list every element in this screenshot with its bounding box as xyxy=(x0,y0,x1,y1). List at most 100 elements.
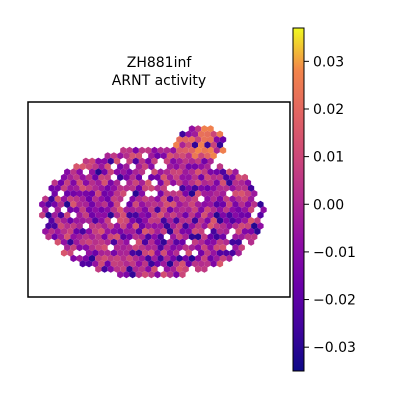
hexbin-cell xyxy=(195,200,202,208)
hexbin-cell xyxy=(154,249,161,257)
hexbin-cell xyxy=(219,179,227,187)
hexbin-cell xyxy=(48,227,55,235)
hexbin-cell xyxy=(235,238,242,246)
hexbin-cell xyxy=(198,249,205,257)
hexbin-cell xyxy=(207,200,214,208)
hexbin-cell xyxy=(210,206,217,214)
hexbin-cell xyxy=(232,168,239,176)
hexbin-cell xyxy=(179,238,186,246)
hexbin-cell xyxy=(195,265,202,273)
hexbin-cell xyxy=(145,254,152,262)
hexbin-cell xyxy=(216,227,224,235)
hexbin-cell xyxy=(198,238,205,246)
hexbin-cell xyxy=(76,222,83,230)
hexbin-cell xyxy=(107,179,114,187)
hexbin-cell xyxy=(92,195,99,203)
hexbin-cell xyxy=(210,238,217,246)
hexbin-cell xyxy=(201,222,208,230)
hexbin-cell xyxy=(107,265,114,273)
hexbin-cell xyxy=(135,238,142,246)
hexbin-cell xyxy=(173,227,180,235)
hexbin-cell xyxy=(179,184,186,192)
hexbin-cell xyxy=(216,195,224,203)
hexbin-cell xyxy=(101,254,108,262)
hexbin-cell xyxy=(135,184,142,192)
hexbin-cell xyxy=(98,249,105,257)
hexbin-cell xyxy=(160,238,167,246)
hexbin-cell xyxy=(229,184,236,192)
hexbin-cell xyxy=(132,222,139,230)
hexbin-cell xyxy=(185,217,192,225)
hexbin-cell xyxy=(107,157,114,165)
hexbin-cell xyxy=(151,233,158,241)
hexbin-cell xyxy=(166,249,174,257)
hexbin-cell xyxy=(191,227,199,235)
hexbin-cell xyxy=(98,195,105,203)
hexbin-cell xyxy=(151,222,158,230)
hexbin-cell xyxy=(98,184,105,192)
hexbin-cell xyxy=(173,195,180,203)
hexbin-cell xyxy=(179,163,186,171)
hexbin-cell xyxy=(120,168,127,176)
hexbin-cell xyxy=(216,217,224,225)
hexbin-cell xyxy=(188,168,195,176)
hexbin-cell xyxy=(201,157,208,165)
hexbin-cell xyxy=(117,238,124,246)
hexbin-cell xyxy=(248,217,255,225)
hexbin-cell xyxy=(92,260,99,268)
hexbin-cell xyxy=(226,222,233,230)
hexbin-cell xyxy=(201,233,208,241)
hexbin-cell xyxy=(195,254,202,262)
hexbin-cell xyxy=(179,271,186,279)
hexbin-cell xyxy=(120,244,127,252)
hexbin-cell xyxy=(179,260,186,268)
hexbin-cell xyxy=(138,190,146,198)
hexbin-cell xyxy=(101,222,108,230)
hexbin-cell xyxy=(60,238,68,246)
hexbin-cell xyxy=(157,254,164,262)
hexbin-cell xyxy=(235,249,242,257)
hexbin-cell xyxy=(229,249,236,257)
hexbin-cell xyxy=(67,217,74,225)
hexbin-cell xyxy=(213,146,220,154)
hexbin-cell xyxy=(216,141,224,149)
hexbin-cell xyxy=(138,179,146,187)
hexbin-cell xyxy=(173,163,180,171)
hexbin-cell xyxy=(223,238,230,246)
hexbin-cell xyxy=(185,130,192,138)
hexbin-cell xyxy=(163,146,171,154)
hexbin-cell xyxy=(195,157,202,165)
hexbin-cell xyxy=(210,130,217,138)
hexbin-cell xyxy=(257,222,264,230)
hexbin-cell xyxy=(176,168,183,176)
hexbin-cell xyxy=(110,206,118,214)
hexbin-cell xyxy=(126,200,133,208)
hexbin-cell xyxy=(207,233,214,241)
hexbin-cell xyxy=(198,141,205,149)
hexbin-cell xyxy=(195,190,202,198)
hexbin-cell xyxy=(195,233,202,241)
hexbin-cell xyxy=(95,179,102,187)
hexbin-cell xyxy=(195,125,202,133)
hexbin-cell xyxy=(157,233,164,241)
hexbin-cell xyxy=(85,217,93,225)
hexbin-cell xyxy=(132,265,139,273)
hexbin-cell xyxy=(107,233,114,241)
hexbin-cell xyxy=(123,227,130,235)
hexbin-cell xyxy=(117,206,124,214)
hexbin-cell xyxy=(54,227,61,235)
hexbin-cell xyxy=(244,190,252,198)
hexbin-cell xyxy=(210,260,217,268)
hexbin-cell xyxy=(126,222,133,230)
hexbin-cell xyxy=(126,233,133,241)
hexbin-cell xyxy=(113,200,121,208)
hexbin-cell xyxy=(160,152,167,160)
hexbin-cell xyxy=(201,168,208,176)
hexbin-cell xyxy=(123,206,130,214)
hexbin-cell xyxy=(213,244,220,252)
hexbin-cell xyxy=(148,173,155,181)
hexbin-cell xyxy=(132,211,139,219)
hexbin-cell xyxy=(182,168,189,176)
hexbin-cell xyxy=(226,179,233,187)
hexbin-cell xyxy=(238,233,245,241)
